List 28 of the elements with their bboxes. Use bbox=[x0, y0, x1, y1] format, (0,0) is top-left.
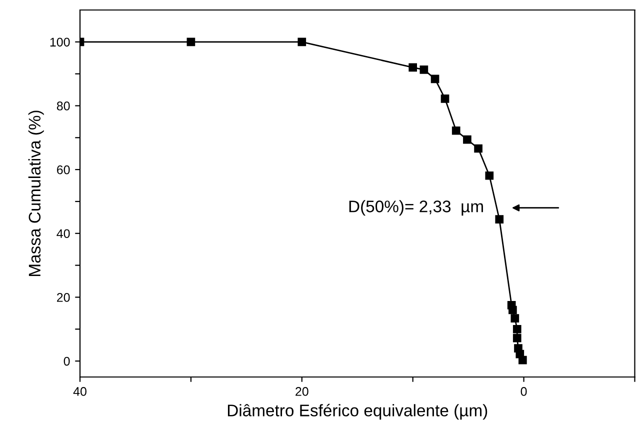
point bbox=[510, 314, 520, 322]
point bbox=[430, 74, 440, 84]
x-tick-label: 0 bbox=[520, 387, 527, 396]
y-tick-label: 100 bbox=[50, 38, 70, 47]
point bbox=[440, 94, 450, 103]
point bbox=[186, 38, 196, 46]
point bbox=[495, 215, 504, 224]
y-tick-label: 80 bbox=[56, 102, 70, 110]
y-axis-title: Massa Cumulativa (%) bbox=[28, 110, 44, 276]
point bbox=[512, 324, 522, 334]
point bbox=[518, 356, 527, 364]
point bbox=[452, 126, 460, 135]
y-tick-label: 20 bbox=[57, 293, 70, 302]
point bbox=[420, 66, 428, 74]
point bbox=[463, 135, 472, 144]
x-axis-title: Diâmetro Esférico equivalente (µm) bbox=[228, 404, 488, 420]
x-tick-label: 20 bbox=[296, 387, 308, 396]
y-tick-label: 0 bbox=[64, 356, 70, 366]
point bbox=[508, 306, 517, 314]
point bbox=[512, 334, 522, 342]
y-tick-label: 40 bbox=[56, 229, 70, 238]
y-tick-label: 60 bbox=[57, 165, 70, 174]
point bbox=[408, 63, 418, 72]
x-tick-label: 40 bbox=[73, 387, 86, 396]
point bbox=[485, 171, 494, 180]
point bbox=[298, 38, 306, 46]
annotation: D(50%)= 2,33 µm bbox=[349, 200, 483, 216]
point bbox=[474, 144, 482, 153]
